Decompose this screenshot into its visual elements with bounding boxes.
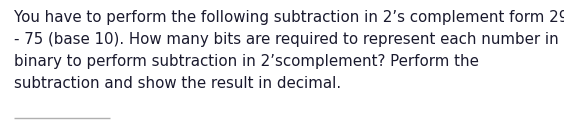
- Text: You have to perform the following subtraction in 2’s complement form 29: You have to perform the following subtra…: [14, 10, 564, 25]
- Text: - 75 (base 10). How many bits are required to represent each number in: - 75 (base 10). How many bits are requir…: [14, 32, 559, 47]
- Text: binary to perform subtraction in 2’scomplement? Perform the: binary to perform subtraction in 2’scomp…: [14, 54, 479, 69]
- Text: subtraction and show the result in decimal.: subtraction and show the result in decim…: [14, 76, 341, 91]
